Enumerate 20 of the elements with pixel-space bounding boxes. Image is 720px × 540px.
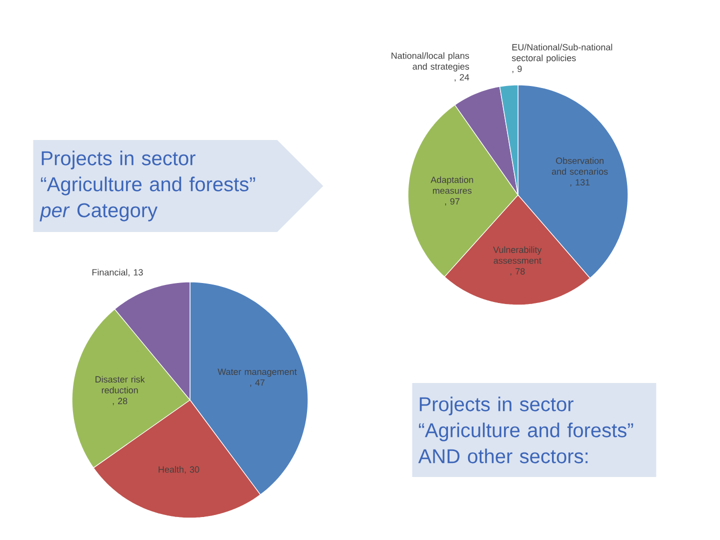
data-label: , 78 [510, 268, 525, 276]
data-label: , 47 [250, 379, 265, 387]
slice-label: Financial [92, 268, 128, 276]
data-label: , 9 [512, 66, 522, 74]
data-label: , 30 [184, 466, 200, 474]
slice-label: Observation and scenarios [552, 157, 608, 175]
slice-label: Water management [218, 368, 297, 377]
slice-label: Disaster risk reduction [96, 376, 145, 394]
data-label: , 131 [570, 179, 590, 187]
data-label: , 97 [445, 198, 460, 206]
text: Projects in sector “Agriculture and forests” AND other sectors: [418, 396, 634, 464]
slice-label: Adaptation measures [430, 176, 474, 194]
slice-label: EU/National/Sub-national sectoral policies [512, 44, 612, 63]
text: Projects in sector “Agriculture and forests” per Category [40, 150, 256, 222]
data-label: , 28 [112, 398, 128, 406]
data-label: , 24 [454, 74, 470, 82]
data-label: , 13 [128, 269, 143, 277]
slice-label: Health [158, 466, 184, 473]
slice-label: National/local plans and strategies [392, 52, 470, 72]
slice-label: Vulnerability assessment [493, 246, 542, 264]
